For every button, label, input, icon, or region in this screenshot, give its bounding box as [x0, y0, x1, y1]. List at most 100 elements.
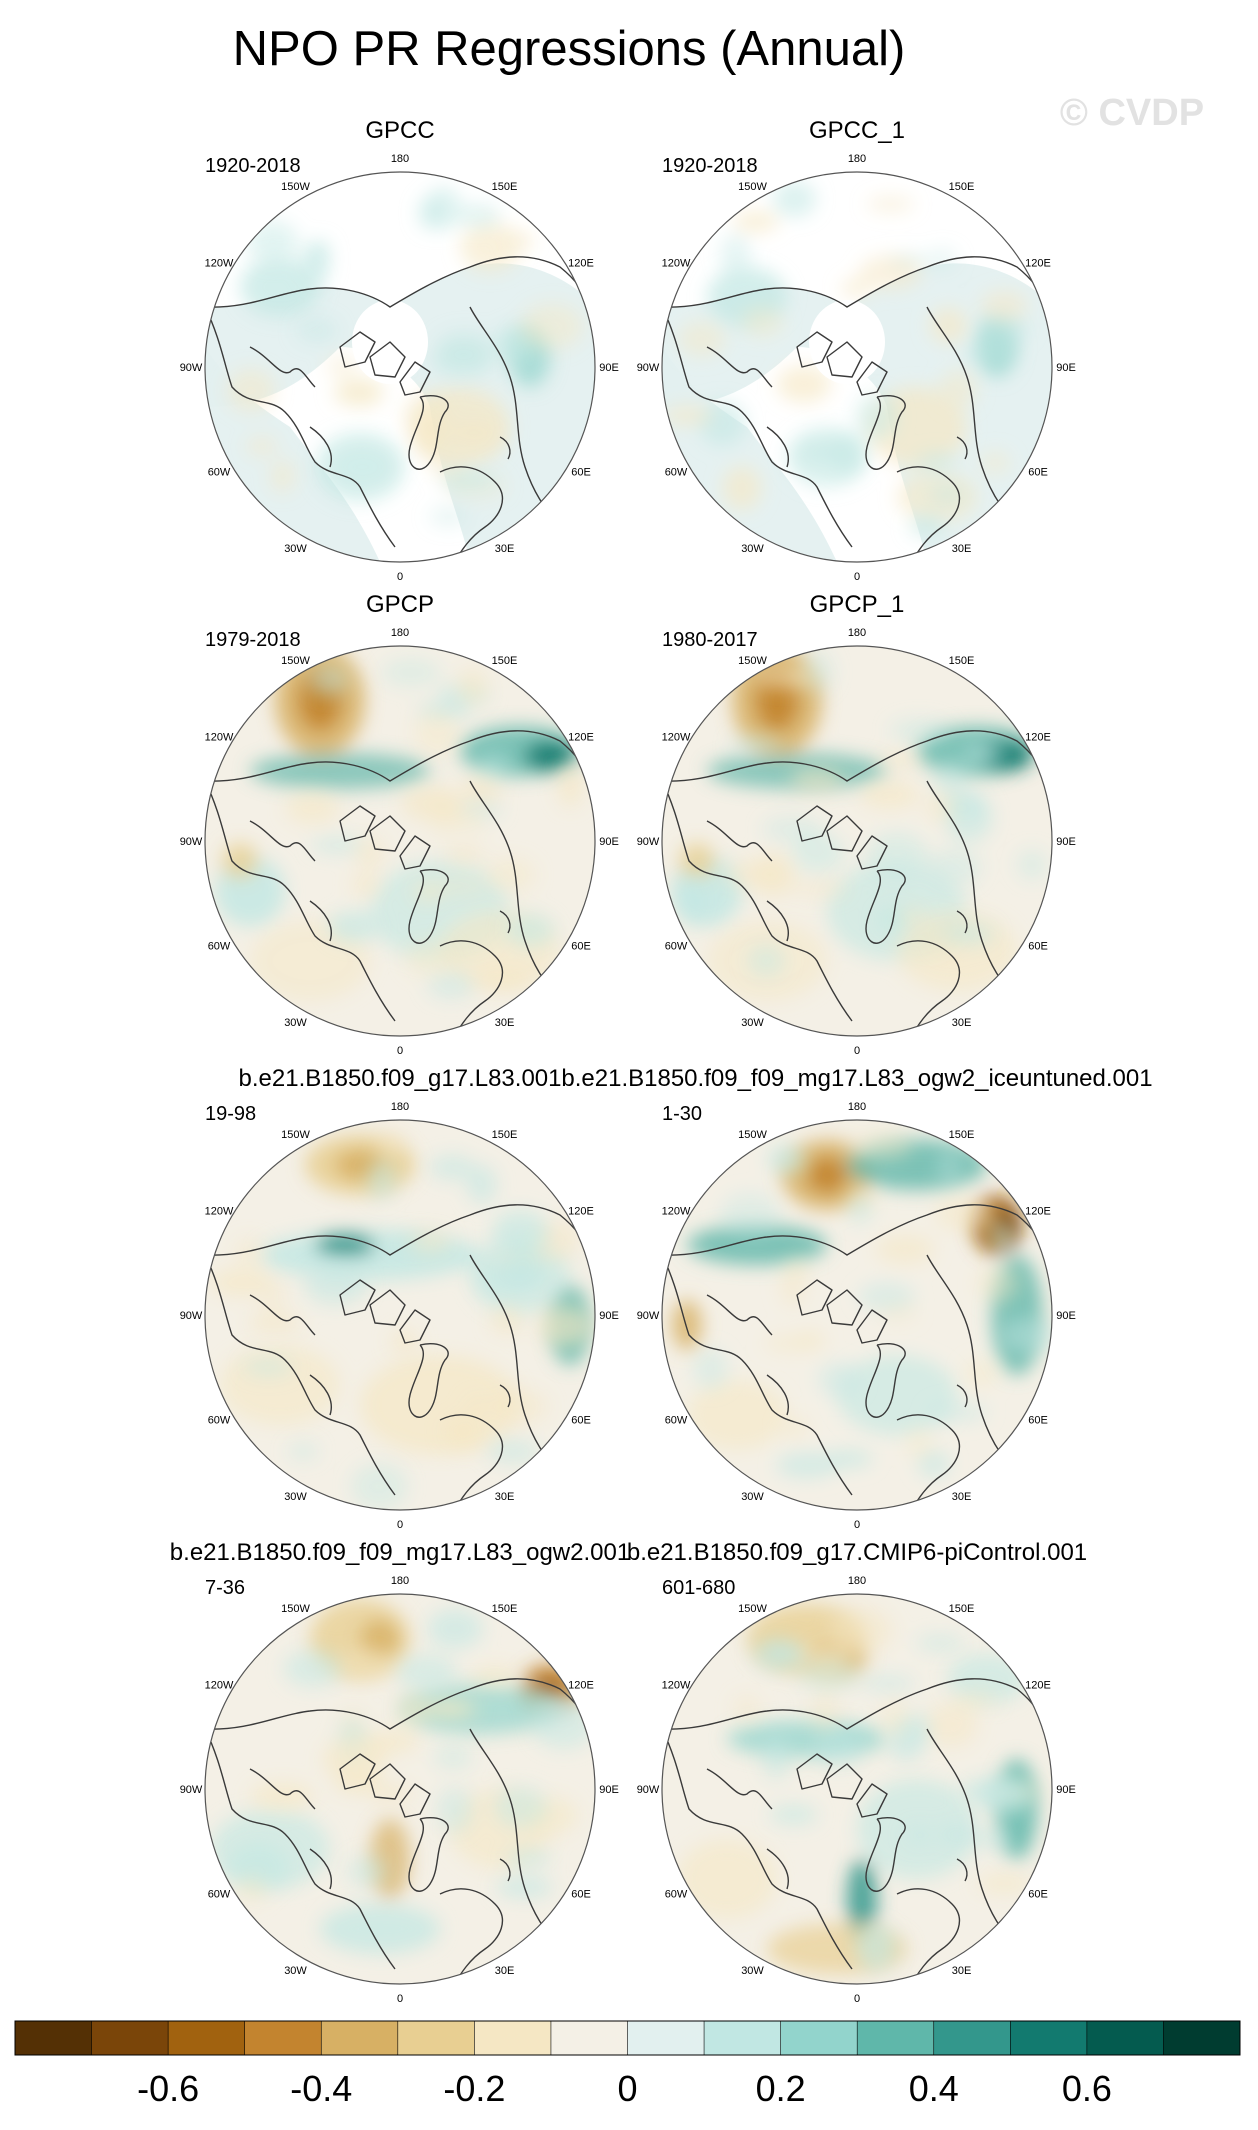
coastline: [249, 346, 316, 388]
anomaly-speck: [789, 879, 848, 898]
map-panel-b-e21-b1850-f09-f09-mg17-l83-ogw2-iceuntuned-001-5: 180 150E 120E 90E 60E 30E 0 30W 60W 90W 120W 150W b.…: [561, 1065, 1152, 1531]
longitude-label: 0: [397, 1045, 403, 1057]
coastline: [796, 331, 833, 368]
anomaly-texture: [732, 1606, 1040, 1971]
anomaly-speck: [830, 436, 864, 474]
map-panel-gpcp-2: 180 150E 120E 90E 60E 30E 0 30W 60W 90W 120W 150W GP…: [180, 591, 619, 1057]
longitude-label: 60W: [665, 467, 688, 479]
coastline: [865, 395, 906, 470]
coastline: [865, 1343, 906, 1418]
panel-title: b.e21.B1850.f09_f09_mg17.L83_ogw2_iceunt…: [561, 1065, 1152, 1092]
anomaly-speck: [980, 290, 1028, 321]
anomaly-speck: [961, 1777, 1021, 1806]
colorbar-tick-label: -0.4: [290, 2068, 352, 2109]
anomaly-speck: [797, 1657, 860, 1693]
longitude-label: 30W: [741, 1017, 764, 1029]
longitude-label: 90E: [1056, 1784, 1076, 1796]
anomaly-speck: [934, 1195, 995, 1233]
longitude-label: 150W: [738, 1603, 767, 1615]
coastline: [309, 1848, 332, 1890]
longitude-label: 90W: [180, 1310, 203, 1322]
anomaly-speck: [799, 443, 847, 461]
longitude-label: 90W: [637, 1310, 660, 1322]
coastline: [826, 815, 863, 852]
anomaly-speck: [855, 1923, 896, 1971]
longitude-label: 60E: [571, 1889, 591, 1901]
longitude-label: 150E: [949, 655, 975, 667]
anomaly-blob: [320, 1904, 440, 1954]
colorbar-swatch: [1086, 2021, 1164, 2055]
anomaly-speck: [678, 880, 706, 923]
anomaly-speck: [1016, 849, 1048, 881]
longitude-label: 90E: [599, 1784, 619, 1796]
anomaly-speck: [308, 664, 349, 697]
longitude-label: 150E: [492, 1129, 518, 1141]
anomaly-field: [662, 1594, 1052, 1984]
coastline: [956, 1384, 968, 1408]
longitude-label: 120E: [1025, 1680, 1051, 1692]
coastline: [766, 426, 789, 468]
anomaly-speck: [963, 744, 1005, 764]
coastline: [706, 346, 773, 388]
longitude-label: 150W: [738, 1129, 767, 1141]
anomaly-speck: [250, 1782, 314, 1810]
panel-title: b.e21.B1850.f09_g17.CMIP6-piControl.001: [627, 1539, 1087, 1566]
coastline: [826, 1763, 863, 1800]
longitude-label: 30W: [284, 1965, 307, 1977]
anomaly-speck: [937, 1823, 975, 1847]
coastline: [796, 1279, 833, 1316]
anomaly-speck: [331, 446, 394, 488]
coastline: [865, 1817, 906, 1892]
anomaly-speck: [964, 343, 1019, 362]
anomaly-speck: [295, 317, 339, 344]
coastline: [439, 466, 504, 562]
coastlines: [662, 1678, 1048, 1984]
map-boundary: [204, 1593, 596, 1985]
longitude-label: 90E: [1056, 836, 1076, 848]
anomaly-speck: [486, 1439, 540, 1464]
anomaly-speck: [475, 970, 532, 988]
panel-range: 1920-2018: [662, 155, 758, 177]
anomaly-speck: [786, 1258, 811, 1278]
longitude-label: 90W: [637, 362, 660, 374]
anomaly-speck: [840, 278, 872, 299]
anomaly-speck: [476, 752, 511, 781]
longitude-label: 30W: [284, 543, 307, 555]
anomaly-blob: [460, 222, 520, 272]
colorbar-swatch: [244, 2021, 322, 2055]
longitude-label: 30W: [741, 543, 764, 555]
map-boundary: [661, 171, 1053, 563]
longitude-label: 120W: [662, 1206, 691, 1218]
anomaly-speck: [465, 1395, 490, 1416]
anomaly-speck: [471, 1665, 521, 1687]
anomaly-speck: [722, 466, 762, 511]
anomaly-speck: [937, 1148, 962, 1189]
anomaly-speck: [977, 1873, 1032, 1894]
longitude-label: 120E: [568, 258, 594, 270]
coastline: [369, 341, 406, 378]
anomaly-speck: [506, 232, 535, 250]
anomaly-blobs: [672, 1140, 1042, 1450]
longitude-label: 60E: [571, 941, 591, 953]
anomaly-field: [662, 1120, 1052, 1510]
coastline: [439, 1414, 504, 1510]
anomaly-speck: [440, 471, 497, 490]
anomaly-speck: [924, 1702, 978, 1748]
longitude-label: 150W: [281, 181, 310, 193]
colorbar-swatch: [321, 2021, 399, 2055]
anomaly-speck: [209, 1268, 274, 1297]
map-panel-b-e21-b1850-f09-g17-cmip6-picontrol-001-7: 180 150E 120E 90E 60E 30E 0 30W 60W 90W 120W 150W b.…: [627, 1539, 1087, 2005]
longitude-label: 30E: [952, 1491, 972, 1503]
coastline: [856, 1309, 888, 1344]
coastline: [249, 820, 316, 862]
map-boundary: [661, 645, 1053, 1037]
anomaly-speck: [304, 1265, 367, 1306]
anomaly-blob: [837, 1355, 957, 1435]
longitude-label: 90E: [599, 1310, 619, 1322]
longitude-label: 150W: [738, 181, 767, 193]
coastline: [309, 426, 332, 468]
coastline: [956, 1858, 968, 1882]
longitude-label: 0: [854, 1993, 860, 2005]
anomaly-blob: [679, 843, 715, 879]
panel-range: 1-30: [662, 1103, 702, 1125]
